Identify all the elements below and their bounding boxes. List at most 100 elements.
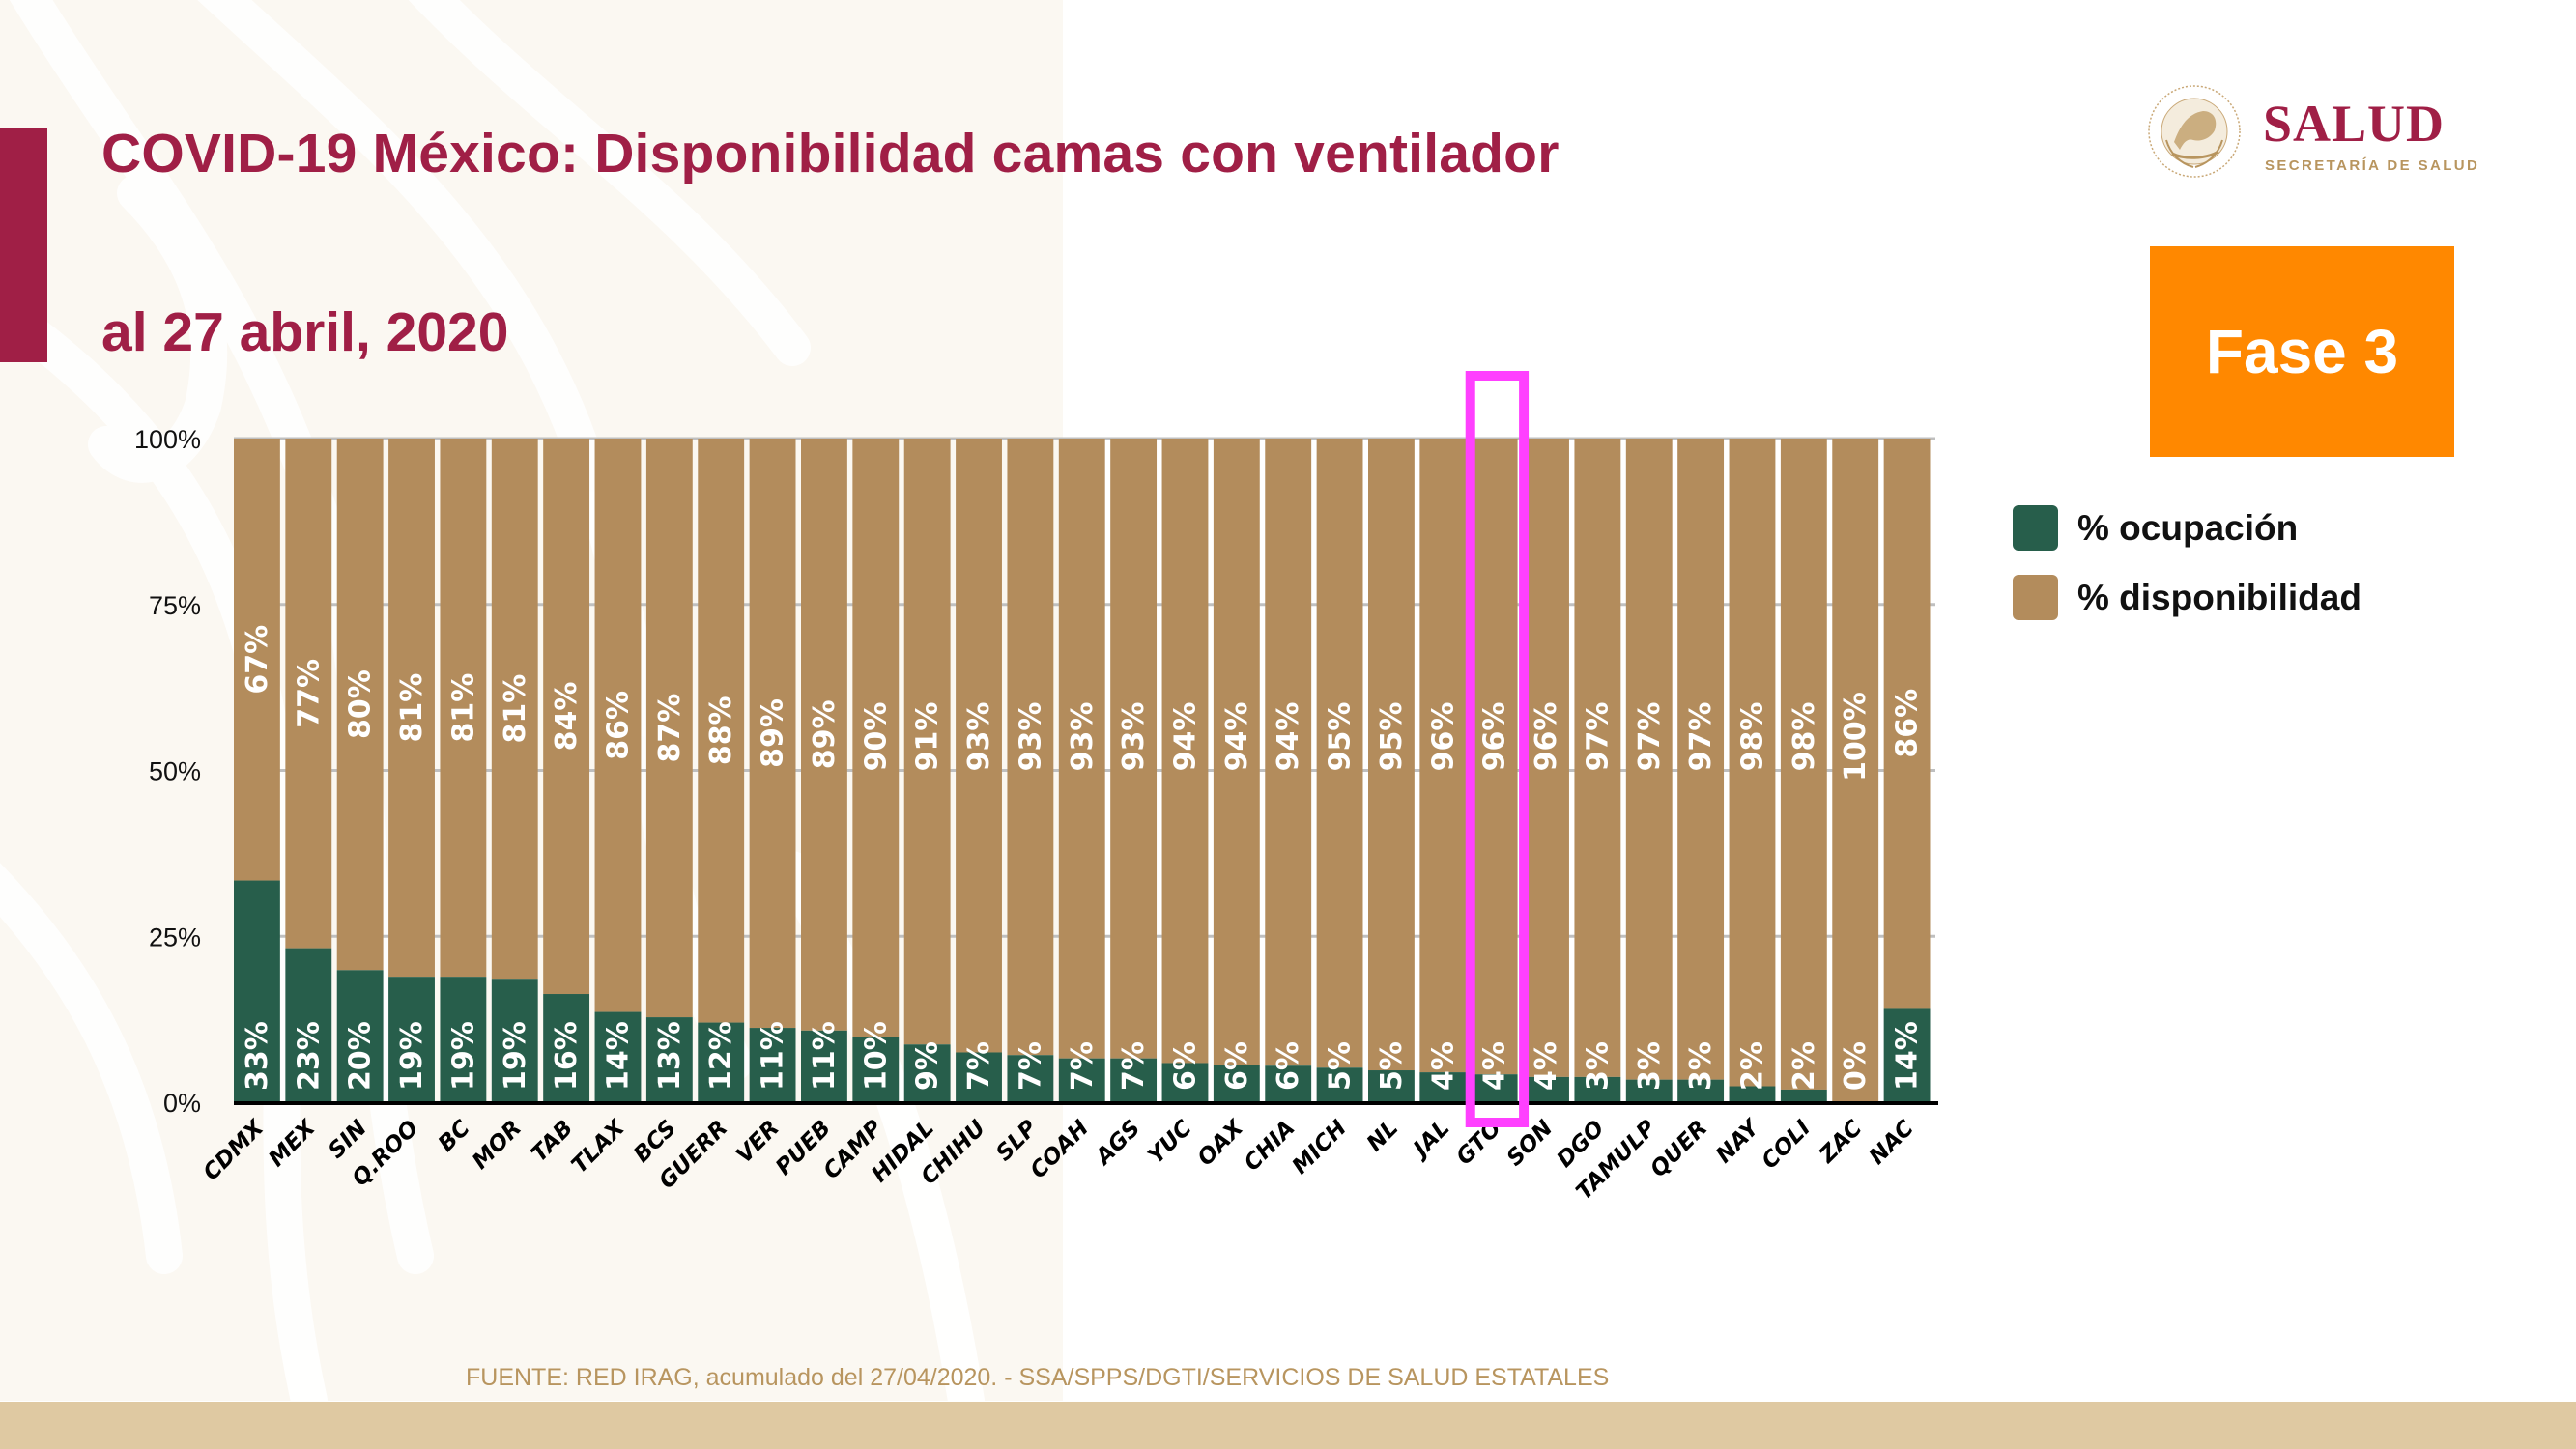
x-tick-label: JAL [1406, 1116, 1454, 1164]
bar-disponibilidad [1883, 439, 1931, 1009]
highlight-box [1465, 371, 1530, 1127]
legend-swatch-ocupacion [2013, 505, 2058, 551]
bar-label-disponibilidad: 86% [1891, 689, 1925, 758]
legend-item-disponibilidad: % disponibilidad [2013, 575, 2361, 620]
bar-label-disponibilidad: 80% [344, 669, 378, 739]
bar-disponibilidad [491, 439, 538, 980]
bar-label-ocupacion: 6% [1220, 1041, 1254, 1091]
bar-labels: 33% 67% 23% 77% 20% 80% 19% 81% 19% 81% 19% 81% 16% 8… [241, 625, 1925, 1091]
bar-label-ocupacion: 9% [911, 1041, 945, 1091]
bar-label-disponibilidad: 93% [1117, 702, 1151, 772]
bar-label-disponibilidad: 95% [1375, 702, 1409, 772]
x-tick-label: COLI [1758, 1116, 1817, 1175]
bar-label-disponibilidad: 93% [1014, 702, 1047, 772]
bar-ocupacion [234, 880, 280, 1102]
bar-ocupacion [852, 1036, 900, 1102]
y-tick-label: 75% [149, 591, 201, 620]
x-tick-label: CHIA [1240, 1116, 1301, 1177]
bar-ocupacion [1883, 1008, 1931, 1102]
bar-label-disponibilidad: 96% [1426, 702, 1460, 772]
bar-ocupacion [491, 979, 538, 1102]
bar-disponibilidad [1471, 439, 1518, 1075]
x-tick-label: CDMX [199, 1115, 270, 1185]
phase-label: Fase 3 [2205, 317, 2399, 386]
bar-label-disponibilidad: 89% [808, 699, 842, 769]
bar-ocupacion [1574, 1076, 1621, 1102]
bar-disponibilidad [594, 439, 642, 1012]
bar-disponibilidad [1729, 439, 1776, 1087]
y-axis-ticks: 0% 25% 50% 75% 100% [134, 425, 201, 1118]
bar-label-ocupacion: 11% [757, 1021, 790, 1091]
bar-label-disponibilidad: 67% [241, 625, 274, 695]
bar-ocupacion [1265, 1065, 1312, 1102]
x-tick-label: QUER [1646, 1116, 1712, 1182]
bar-label-ocupacion: 2% [1788, 1041, 1821, 1091]
bar-ocupacion [1316, 1067, 1363, 1102]
chart-legend: % ocupación % disponibilidad [2013, 505, 2361, 644]
bar-disponibilidad [698, 439, 745, 1023]
bar-label-disponibilidad: 94% [1168, 702, 1202, 772]
bar-label-ocupacion: 14% [1891, 1021, 1925, 1091]
accent-bar [0, 128, 47, 362]
bar-disponibilidad [1265, 439, 1312, 1066]
bar-disponibilidad [1368, 439, 1415, 1071]
coat-of-arms-icon [2148, 85, 2241, 178]
x-tick-label: NAC [1865, 1116, 1919, 1170]
x-tick-label: NAY [1711, 1114, 1765, 1168]
bar-disponibilidad [1780, 439, 1827, 1090]
bar-label-ocupacion: 19% [499, 1021, 532, 1091]
logo-subtitle: SECRETARÍA DE SALUD [2265, 157, 2480, 174]
bar-label-disponibilidad: 94% [1272, 702, 1305, 772]
y-tick-label: 100% [134, 425, 201, 454]
x-tick-label: MICH [1288, 1116, 1352, 1179]
bar-label-ocupacion: 7% [962, 1041, 996, 1091]
bar-label-disponibilidad: 93% [962, 702, 996, 772]
bar-ocupacion [1161, 1063, 1209, 1102]
bar-label-ocupacion: 20% [344, 1021, 378, 1091]
bar-disponibilidad [903, 439, 951, 1045]
bar-label-ocupacion: 3% [1684, 1041, 1718, 1091]
bar-ocupacion [594, 1011, 642, 1102]
bar-label-disponibilidad: 96% [1478, 702, 1512, 772]
bar-ocupacion [956, 1052, 1002, 1102]
bar-disponibilidad [1316, 439, 1363, 1068]
bar-label-ocupacion: 4% [1478, 1041, 1512, 1091]
x-tick-label: MEX [264, 1115, 321, 1172]
bar-disponibilidad [1832, 439, 1879, 1102]
bar-label-ocupacion: 5% [1324, 1041, 1358, 1091]
bar-label-ocupacion: 3% [1633, 1041, 1667, 1091]
bar-ocupacion [285, 948, 332, 1102]
x-tick-label: BC [434, 1116, 475, 1157]
bar-label-ocupacion: 16% [550, 1021, 584, 1091]
bar-label-ocupacion: 5% [1375, 1041, 1409, 1091]
bar-label-disponibilidad: 86% [601, 691, 635, 760]
bar-disponibilidad [1110, 439, 1158, 1059]
bar-ocupacion [543, 994, 590, 1102]
bar-label-disponibilidad: 97% [1581, 702, 1615, 772]
bar-disponibilidad [1677, 439, 1725, 1080]
bar-label-ocupacion: 2% [1735, 1041, 1769, 1091]
bar-label-ocupacion: 33% [241, 1021, 274, 1091]
legend-swatch-disponibilidad [2013, 575, 2058, 620]
bar-label-ocupacion: 19% [446, 1021, 480, 1091]
bar-ocupacion [1419, 1072, 1467, 1102]
x-tick-label: AGS [1090, 1116, 1145, 1171]
bar-label-disponibilidad: 90% [859, 702, 893, 772]
y-tick-label: 0% [163, 1089, 201, 1118]
bar-label-disponibilidad: 81% [499, 674, 532, 744]
bar-label-disponibilidad: 84% [550, 682, 584, 752]
bar-ocupacion [698, 1022, 745, 1102]
bar-label-disponibilidad: 81% [395, 673, 429, 743]
x-tick-label: YUC [1143, 1116, 1196, 1169]
bar-ocupacion [1677, 1079, 1725, 1102]
salud-logo: SALUD SECRETARÍA DE SALUD [2145, 82, 2477, 184]
legend-item-ocupacion: % ocupación [2013, 505, 2361, 551]
bar-label-disponibilidad: 98% [1788, 702, 1821, 772]
x-tick-label: COAH [1026, 1116, 1094, 1183]
bar-label-disponibilidad: 87% [653, 694, 687, 763]
x-tick-label: MOR [468, 1116, 527, 1175]
logo-name: SALUD [2263, 95, 2446, 153]
bar-label-disponibilidad: 100% [1839, 692, 1873, 781]
bar-ocupacion [1007, 1055, 1054, 1102]
